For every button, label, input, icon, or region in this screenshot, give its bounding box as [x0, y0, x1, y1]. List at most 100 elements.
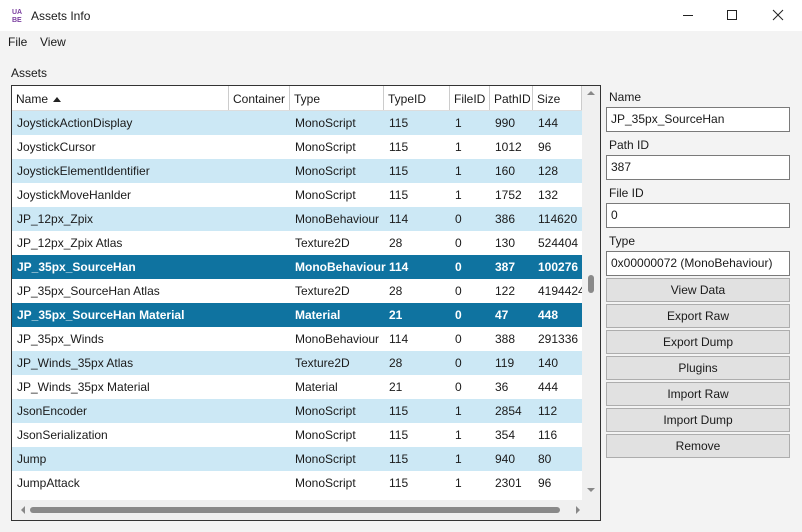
table-cell: JP_35px_SourceHan — [17, 260, 136, 274]
column-header[interactable]: TypeID — [384, 86, 450, 110]
button[interactable]: Import Raw — [606, 382, 790, 406]
button[interactable]: Plugins — [606, 356, 790, 380]
table-cell: JsonSerialization — [17, 428, 108, 442]
column-title: FileID — [454, 92, 486, 106]
table-cell: 140 — [538, 356, 559, 370]
table-header: Name Container Type TypeID FileID PathID Size — [12, 86, 582, 111]
table-row[interactable]: JoystickElementIdentifier MonoScript 115 1 1… — [12, 159, 582, 183]
column-header[interactable]: FileID — [450, 86, 490, 110]
table-cell: 1 — [455, 188, 462, 202]
scroll-thumb[interactable] — [30, 507, 560, 513]
field-label: Type — [609, 234, 636, 248]
table-row[interactable]: JsonEncoder MonoScript 115 1 2854 112 — [12, 399, 582, 423]
table-cell: Texture2D — [295, 356, 350, 370]
button[interactable]: Import Dump — [606, 408, 790, 432]
table-row[interactable]: JoystickMoveHanlder MonoScript 115 1 1752 132 — [12, 183, 582, 207]
table-cell: 990 — [495, 116, 516, 130]
table-row[interactable]: JP_Winds_35px Atlas Texture2D 28 0 119 140 — [12, 351, 582, 375]
menu-item[interactable]: File — [8, 35, 28, 49]
table-cell: 0 — [455, 236, 462, 250]
table-row[interactable]: JP_35px_SourceHan Atlas Texture2D 28 0 122 41… — [12, 279, 585, 303]
table-cell: 114620 — [538, 212, 578, 226]
text-box[interactable]: 0 — [606, 203, 790, 228]
horizontal-scrollbar[interactable] — [12, 500, 600, 520]
table-row[interactable]: JumpAttack MonoScript 115 1 2301 96 — [12, 471, 582, 495]
table-cell: JP_Winds_35px Atlas — [17, 356, 134, 370]
table-cell: 524404 — [538, 236, 579, 250]
table-cell: 387 — [495, 260, 516, 274]
table-cell: MonoBehaviour — [295, 332, 380, 346]
table-row[interactable]: JP_35px_SourceHan MonoBehaviour 114 0 387 100… — [12, 255, 582, 279]
table-cell: MonoBehaviour — [295, 260, 386, 274]
table-cell: 130 — [495, 236, 516, 250]
table-cell: 0 — [455, 332, 462, 346]
table-cell: 160 — [495, 164, 516, 178]
table-cell: 28 — [389, 236, 403, 250]
table-cell: JP_35px_SourceHan Material — [17, 308, 185, 322]
button[interactable]: Export Dump — [606, 330, 790, 354]
table-cell: JP_35px_SourceHan Atlas — [17, 284, 160, 298]
button[interactable]: View Data — [606, 278, 790, 302]
table-cell: 1012 — [495, 140, 522, 154]
column-header[interactable]: Type — [290, 86, 384, 110]
table-cell: MonoScript — [295, 140, 356, 154]
table-row[interactable]: JP_12px_Zpix MonoBehaviour 114 0 386 114620 — [12, 207, 582, 231]
table-cell: 0 — [455, 260, 462, 274]
table-cell: JP_12px_Zpix Atlas — [17, 236, 123, 250]
table-cell: 0 — [455, 380, 462, 394]
table-cell: JP_35px_Winds — [17, 332, 104, 346]
table-row[interactable]: JP_35px_Winds MonoBehaviour 114 0 388 291336 — [12, 327, 582, 351]
table-row[interactable]: JP_Winds_35px Material Material 21 0 36 444 — [12, 375, 582, 399]
table-cell: 115 — [389, 476, 409, 490]
column-title: TypeID — [388, 92, 427, 106]
table-cell: Material — [295, 308, 341, 322]
field-label: File ID — [609, 186, 644, 200]
window-controls[interactable] — [670, 0, 802, 31]
table-cell: 114 — [389, 212, 409, 226]
button[interactable]: Export Raw — [606, 304, 790, 328]
table-cell: 1 — [455, 116, 462, 130]
scroll-thumb[interactable] — [588, 275, 594, 293]
title-bar: UA BE Assets Info — [0, 0, 802, 31]
column-title: Size — [537, 92, 561, 106]
table-cell: 112 — [538, 404, 558, 418]
table-row[interactable]: JsonSerialization MonoScript 115 1 354 116 — [12, 423, 582, 447]
table-cell: Material — [295, 380, 338, 394]
vertical-scrollbar[interactable] — [582, 86, 600, 500]
table-cell: JsonEncoder — [17, 404, 88, 418]
scroll-arrows — [587, 91, 595, 492]
table-cell: Texture2D — [295, 284, 350, 298]
window-title: Assets Info — [31, 9, 91, 23]
table-row[interactable]: JoystickActionDisplay MonoScript 115 1 990 14… — [12, 111, 582, 135]
table-cell: JumpAttack — [17, 476, 80, 490]
table-row[interactable]: Jump MonoScript 115 1 940 80 — [12, 447, 582, 471]
table-cell: 0 — [455, 212, 462, 226]
column-header[interactable]: PathID — [490, 86, 533, 110]
table-cell: 115 — [389, 428, 409, 442]
table-cell: MonoScript — [295, 476, 356, 490]
maximize[interactable] — [727, 10, 737, 20]
table-cell: 291336 — [538, 332, 579, 346]
table-cell: 1752 — [495, 188, 522, 202]
close[interactable] — [772, 9, 784, 21]
table-cell: Jump — [17, 452, 47, 466]
button[interactable]: Remove — [606, 434, 790, 458]
asset-table: Name Container Type TypeID FileID PathID Size … — [11, 85, 601, 521]
section-label: Assets — [11, 66, 48, 80]
table-row[interactable]: JP_35px_SourceHan Material Material 21 0 47 4… — [12, 303, 582, 327]
column-title: PathID — [494, 92, 531, 106]
menu-item[interactable]: View — [40, 35, 66, 49]
field-label: Name — [609, 90, 642, 104]
table-row[interactable]: JoystickCursor MonoScript 115 1 1012 96 — [12, 135, 582, 159]
table-row[interactable]: JP_12px_Zpix Atlas Texture2D 28 0 130 524404 — [12, 231, 582, 255]
column-header[interactable]: Container — [229, 86, 290, 110]
text-box[interactable]: 0x00000072 (MonoBehaviour) — [606, 251, 790, 276]
column-title: Type — [294, 92, 321, 106]
column-header[interactable]: Name — [12, 86, 229, 110]
text-box[interactable]: 387 — [606, 155, 790, 180]
table-cell: 448 — [538, 308, 559, 322]
text-box[interactable]: JP_35px_SourceHan — [606, 107, 790, 132]
column-header[interactable]: Size — [533, 86, 582, 110]
svg-text:UA: UA — [12, 9, 22, 16]
